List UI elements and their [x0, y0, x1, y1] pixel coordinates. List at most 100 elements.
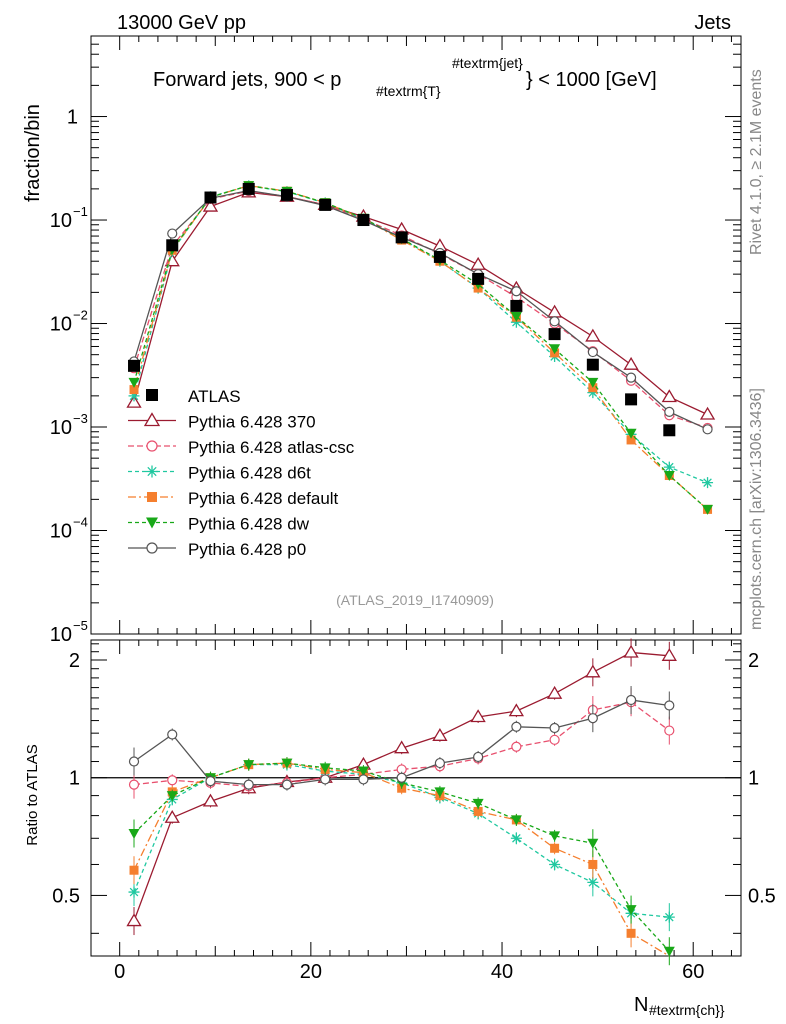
title-tail: } < 1000 [GeV] — [526, 69, 657, 91]
ratio-point — [128, 756, 140, 767]
ratio-series-5 — [128, 686, 675, 791]
ratio-point — [626, 928, 636, 938]
main-panel: 110−110−210−310−410−5 — [50, 35, 742, 646]
title-main: Forward jets, 900 < p — [153, 69, 341, 91]
data-point — [128, 359, 141, 372]
ratio-point — [205, 776, 216, 787]
series-point — [702, 504, 714, 515]
legend-entry-0: Pythia 6.428 370 — [128, 412, 316, 432]
y-tick-exponent: −2 — [73, 308, 88, 323]
main-frame — [90, 35, 742, 635]
ratio-tick-label-right: 0.5 — [748, 885, 776, 907]
series-line — [133, 189, 708, 430]
series-point — [702, 424, 713, 435]
ratio-frame — [90, 639, 742, 957]
series-point — [510, 311, 522, 322]
ratio-point — [587, 876, 599, 888]
series-point — [511, 286, 522, 297]
legend-label: Pythia 6.428 370 — [188, 413, 316, 432]
data-point — [548, 328, 561, 341]
series-point — [661, 389, 677, 403]
ratio-point — [510, 815, 522, 826]
legend-label: Pythia 6.428 atlas-csc — [188, 438, 355, 457]
analysis-watermark: (ATLAS_2019_I1740909) — [336, 592, 494, 608]
series-point — [623, 356, 639, 370]
legend-entry-5: Pythia 6.428 p0 — [128, 540, 306, 559]
series-point — [699, 406, 716, 420]
y-tick-label: 1 — [67, 107, 78, 129]
legend-label: Pythia 6.428 d6t — [188, 464, 311, 483]
series-point — [470, 256, 486, 270]
x-axis-label: N — [634, 994, 648, 1016]
y-tick-label: 10 — [50, 624, 72, 646]
ratio-point — [587, 838, 599, 849]
ratio-point — [129, 865, 139, 875]
plot-title: Forward jets, 900 < p #textrm{T} #textrm… — [153, 55, 657, 99]
ratio-point — [167, 775, 178, 786]
series-point — [128, 390, 140, 402]
title-superscript: #textrm{jet} — [452, 55, 523, 71]
ratio-point — [663, 911, 675, 923]
series-point — [546, 304, 563, 318]
series-point — [587, 346, 598, 358]
series-point — [128, 377, 140, 388]
legend-label: ATLAS — [188, 387, 241, 406]
series-point — [664, 406, 675, 417]
series-line — [133, 184, 708, 510]
ratio-point — [587, 713, 598, 724]
y-axis-label: fraction/bin — [22, 104, 44, 202]
data-point — [319, 198, 332, 211]
ratio-point — [319, 763, 331, 774]
ratio-point — [166, 791, 178, 802]
legend-entry-3: Pythia 6.428 default — [128, 489, 339, 508]
ratio-point — [508, 703, 525, 717]
title-subscript: #textrm{T} — [376, 83, 441, 99]
ratio-point — [549, 831, 561, 842]
y-tick-exponent: −4 — [73, 515, 88, 530]
series-point — [549, 344, 561, 355]
legend-entry-data: ATLAS — [146, 387, 241, 406]
x-axis-label-sub: #textrm{ch}} — [649, 1002, 725, 1018]
data-point — [166, 239, 179, 252]
header-right: Jets — [694, 12, 731, 34]
ratio-line — [133, 762, 670, 952]
data-series — [128, 182, 676, 437]
ratio-point — [128, 779, 140, 790]
x-tick-label: 40 — [491, 961, 513, 983]
series-point — [663, 471, 675, 482]
ratio-point — [167, 729, 178, 740]
series-point — [587, 387, 599, 399]
series-point — [587, 377, 599, 388]
ratio-point — [243, 760, 255, 771]
ratio-point — [126, 913, 142, 927]
ratio-point — [432, 728, 448, 741]
ratio-point — [549, 734, 560, 745]
series-point — [167, 228, 178, 239]
ratio-point — [281, 779, 293, 790]
rivet-label: Rivet 4.1.0, ≥ 2.1M events — [748, 69, 765, 255]
ratio-tick-label-left: 2 — [69, 650, 80, 672]
ratio-point — [585, 664, 601, 678]
ratio-point — [128, 886, 140, 898]
legend-marker — [143, 412, 161, 427]
legend-entry-1: Pythia 6.428 atlas-csc — [128, 438, 355, 457]
series-point — [549, 316, 560, 327]
data-point — [357, 214, 370, 227]
ratio-point — [623, 644, 639, 658]
series-line — [133, 191, 708, 416]
series-line — [133, 184, 708, 510]
y-tick-label: 10 — [50, 521, 72, 543]
series-0 — [126, 184, 716, 420]
ratio-point — [664, 700, 675, 711]
ratio-point — [434, 787, 446, 798]
ratio-y-axis-label: Ratio to ATLAS — [24, 744, 41, 845]
ratio-point — [664, 725, 675, 736]
ratio-tick-label-right: 2 — [748, 650, 759, 672]
y-tick-exponent: −3 — [73, 411, 88, 426]
legend-label: Pythia 6.428 dw — [188, 515, 310, 534]
ratio-point — [164, 809, 180, 823]
series-point — [129, 385, 139, 395]
y-tick-label: 10 — [50, 417, 72, 439]
header-left: 13000 GeV pp — [117, 12, 246, 34]
